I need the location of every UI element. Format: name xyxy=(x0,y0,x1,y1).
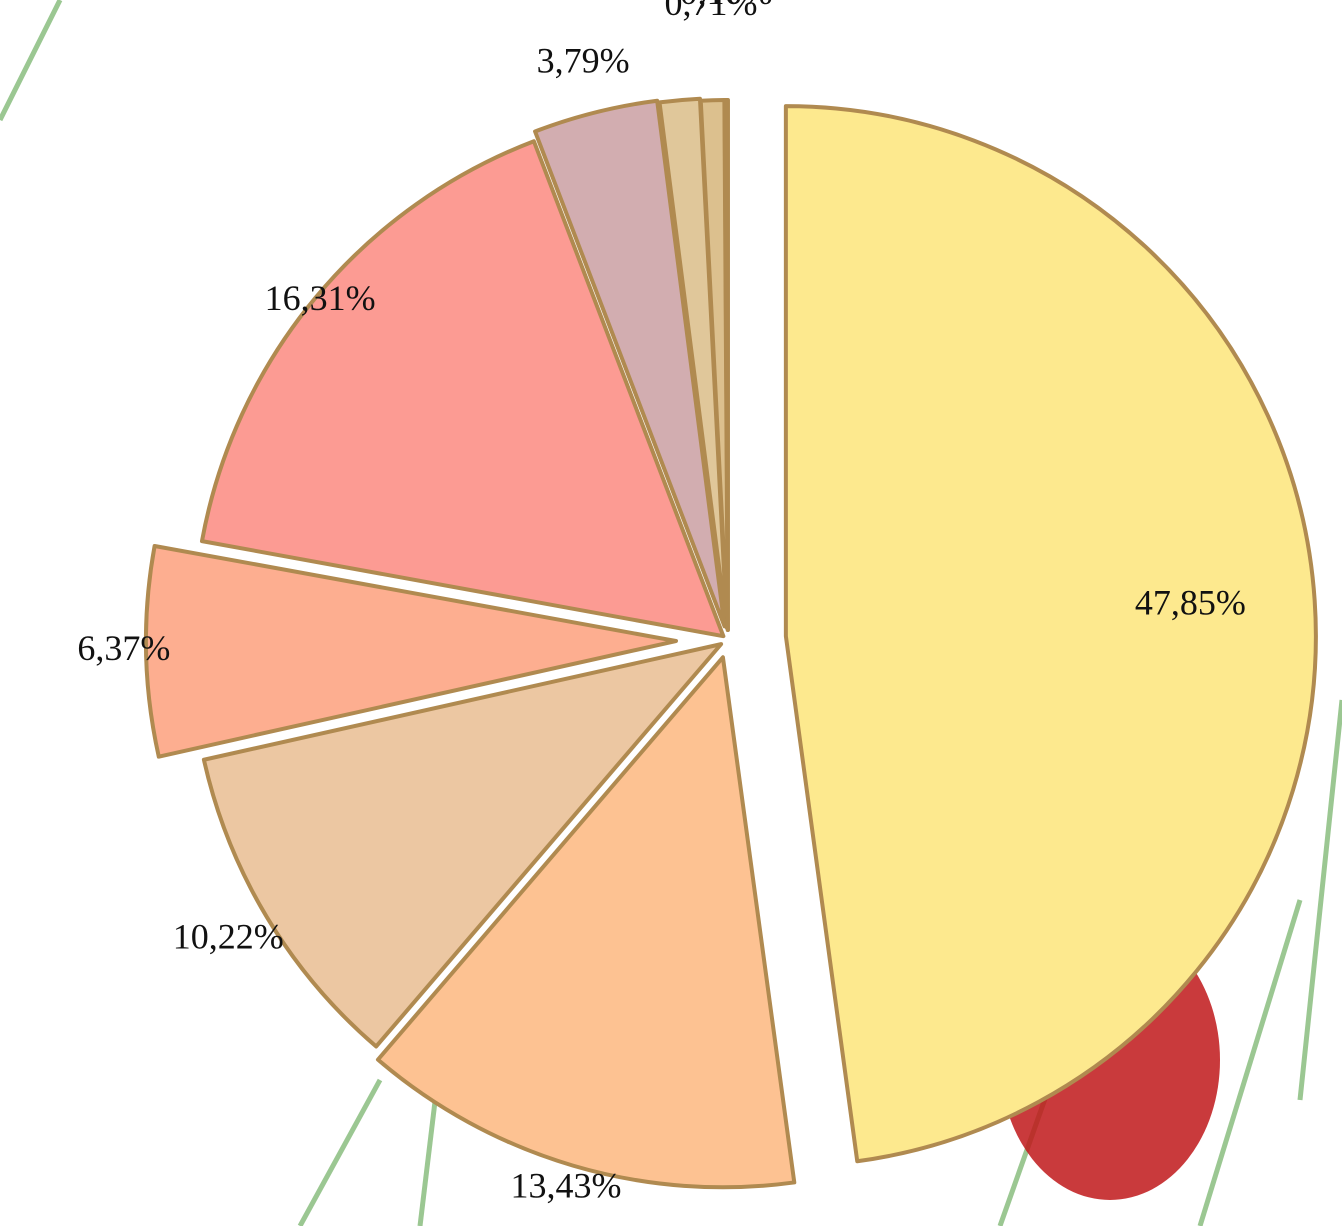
pie-slice xyxy=(375,655,797,1190)
pie-slice xyxy=(533,98,727,629)
data-label: 6,37% xyxy=(77,628,170,668)
data-label: 16,31% xyxy=(265,278,376,318)
pie-slice xyxy=(722,98,730,632)
data-label: 3,79% xyxy=(537,41,630,81)
data-label: 0,71% xyxy=(665,0,758,23)
pie: 47,85%13,43%10,22%6,37%16,31%3,79%1,22%0… xyxy=(77,0,1318,1205)
data-label: 47,85% xyxy=(1135,582,1246,622)
data-label: 0,10% xyxy=(680,0,773,12)
pie-slice xyxy=(657,96,729,631)
data-label: 10,22% xyxy=(173,916,284,956)
pie-slice xyxy=(144,543,679,759)
pie-slice xyxy=(783,104,1318,1164)
data-label: 13,43% xyxy=(511,1165,622,1205)
pie-slice xyxy=(201,642,724,1049)
pie-slice xyxy=(199,139,726,639)
